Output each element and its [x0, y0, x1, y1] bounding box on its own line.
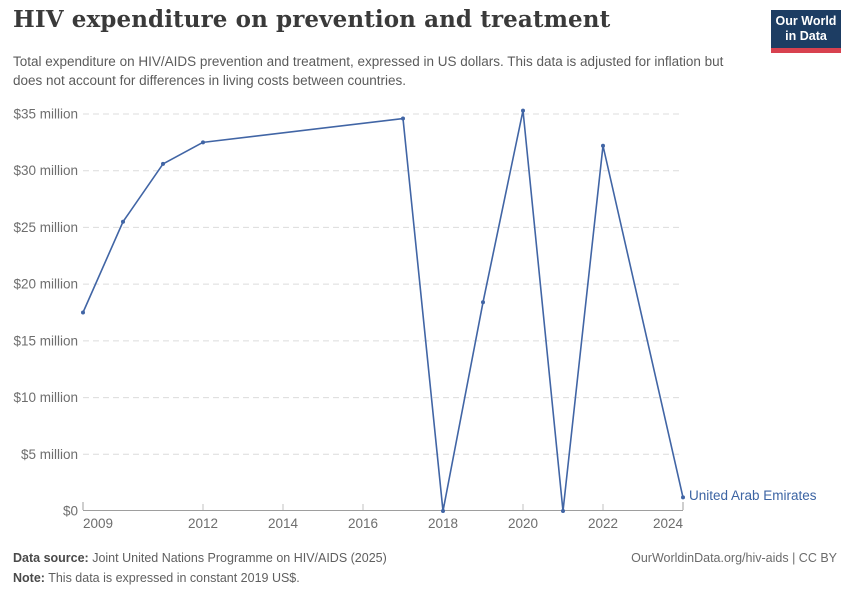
data-source-value: Joint United Nations Programme on HIV/AI… — [88, 551, 387, 565]
y-axis-tick-label: $10 million — [13, 390, 78, 405]
x-axis-tick-label: 2024 — [653, 516, 684, 531]
x-axis-tick-label: 2012 — [188, 516, 218, 531]
attribution-link[interactable]: OurWorldinData.org/hiv-aids | CC BY — [631, 551, 837, 565]
series-entity-label[interactable]: United Arab Emirates — [689, 488, 817, 504]
x-axis-tick-label: 2014 — [268, 516, 299, 531]
y-axis-tick-label: $0 — [63, 504, 78, 519]
note-label: Note: — [13, 571, 45, 585]
owid-logo[interactable]: Our World in Data — [771, 10, 841, 53]
x-axis-tick-label: 2016 — [348, 516, 378, 531]
data-point[interactable] — [521, 108, 525, 113]
data-point[interactable] — [441, 509, 445, 513]
chart-subtitle: Total expenditure on HIV/AIDS prevention… — [13, 54, 724, 89]
note-value: This data is expressed in constant 2019 … — [44, 571, 300, 585]
x-axis-tick-label: 2020 — [508, 516, 538, 531]
y-axis-tick-label: $5 million — [21, 447, 78, 462]
page-title: HIV expenditure on prevention and treatm… — [13, 6, 611, 33]
y-axis-tick-label: $25 million — [13, 220, 78, 235]
data-point[interactable] — [201, 140, 205, 145]
owid-logo-line1: Our World — [775, 14, 837, 28]
chart-footer: Data source: Joint United Nations Progra… — [13, 548, 837, 588]
data-point[interactable] — [401, 116, 405, 121]
y-axis-tick-label: $35 million — [13, 107, 78, 122]
data-source-line: Data source: Joint United Nations Progra… — [13, 548, 837, 568]
note-line: Note: This data is expressed in constant… — [13, 568, 837, 588]
data-point[interactable] — [601, 143, 605, 148]
x-axis-tick-label: 2018 — [428, 516, 458, 531]
y-axis-tick-label: $15 million — [13, 333, 78, 348]
data-point[interactable] — [681, 495, 685, 500]
data-source-label: Data source: — [13, 551, 89, 565]
data-point[interactable] — [561, 509, 565, 513]
x-axis-tick-label: 2009 — [83, 516, 113, 531]
y-axis-tick-label: $30 million — [13, 163, 78, 178]
data-point[interactable] — [81, 310, 85, 315]
data-point[interactable] — [121, 219, 125, 224]
data-point[interactable] — [161, 161, 165, 166]
x-axis-tick-label: 2022 — [588, 516, 618, 531]
y-axis-tick-label: $20 million — [13, 277, 78, 292]
data-point[interactable] — [481, 300, 485, 305]
owid-logo-line2: in Data — [785, 29, 827, 43]
